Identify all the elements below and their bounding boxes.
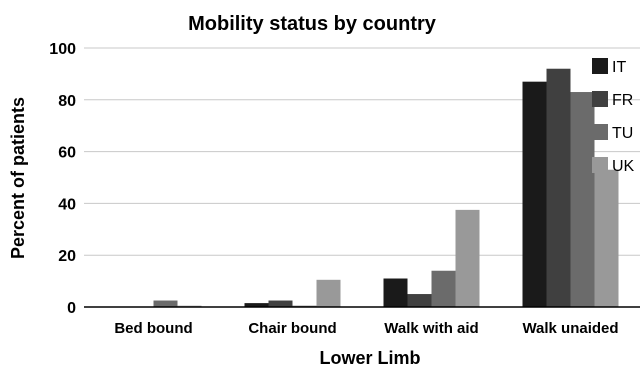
y-tick-label: 100 (49, 41, 76, 58)
legend: IT FR TU UK (592, 58, 635, 175)
x-axis-label: Lower Limb (319, 348, 420, 368)
legend-swatch-fr (592, 91, 608, 107)
legend-label-tu: TU (612, 125, 633, 142)
y-tick-label: 0 (67, 300, 76, 317)
bar-it-2 (383, 278, 408, 307)
y-tick-label: 60 (58, 145, 76, 162)
x-tick-label: Chair bound (248, 320, 336, 337)
legend-label-it: IT (612, 59, 626, 76)
bar-fr-2 (407, 294, 432, 307)
bar-fr-3 (546, 68, 571, 307)
x-tick-label: Walk with aid (384, 320, 478, 337)
bar-uk-1 (316, 279, 341, 307)
bar-tu-2 (431, 270, 456, 307)
y-axis-label: Percent of patients (8, 97, 28, 259)
bar-tu-0 (153, 300, 178, 307)
bar-it-3 (522, 81, 547, 307)
legend-swatch-tu (592, 124, 608, 140)
bar-fr-1 (268, 300, 293, 307)
x-tick-label: Walk unaided (522, 320, 618, 337)
x-tick-label: Bed bound (114, 320, 192, 337)
legend-label-fr: FR (612, 92, 633, 109)
bars (153, 68, 619, 307)
bar-tu-3 (570, 92, 595, 307)
legend-label-uk: UK (612, 158, 635, 175)
y-axis-ticks: 0 20 40 60 80 100 (49, 41, 76, 317)
legend-swatch-it (592, 58, 608, 74)
bar-uk-2 (455, 209, 480, 307)
bar-it-1 (244, 303, 269, 307)
bar-uk-3 (594, 169, 619, 307)
y-tick-label: 80 (58, 93, 76, 110)
x-axis-ticks: Bed bound Chair bound Walk with aid Walk un… (114, 320, 618, 337)
y-tick-label: 20 (58, 248, 76, 265)
legend-swatch-uk (592, 157, 608, 173)
chart-title: Mobility status by country (188, 13, 437, 35)
y-tick-label: 40 (58, 196, 76, 213)
